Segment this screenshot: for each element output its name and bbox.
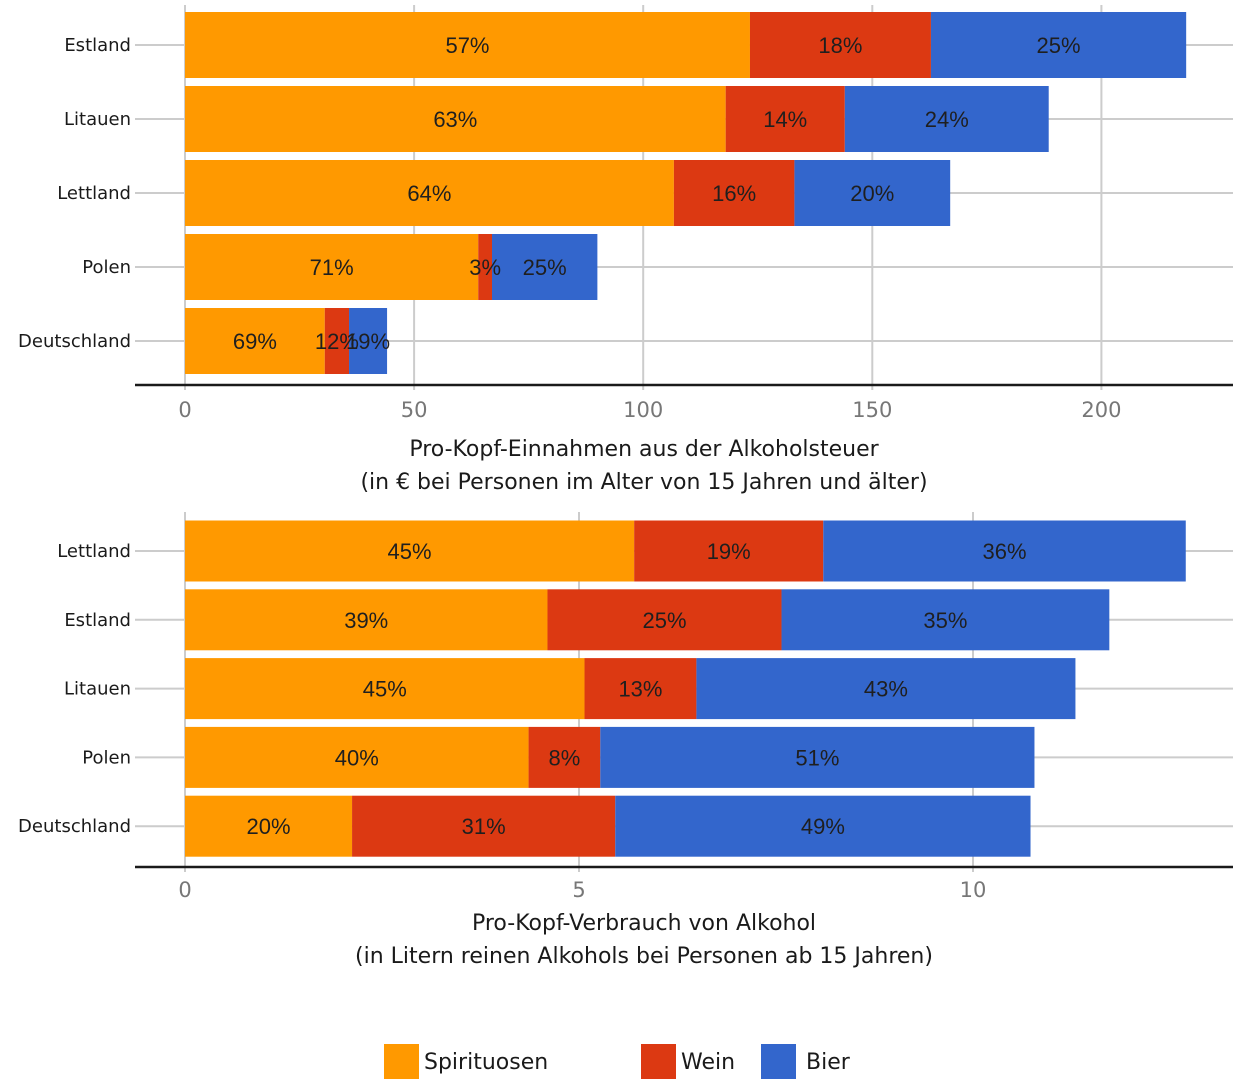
data-label: 25%: [1037, 33, 1081, 58]
chart-alcohol-consumption: 45% 19% 36% Lettland 39% 25% 35% Estland 45% 13% 4…: [18, 512, 1233, 969]
data-label: 8%: [549, 745, 581, 770]
data-label: 45%: [388, 539, 432, 564]
data-label: 12%: [315, 329, 359, 354]
data-label: 20%: [247, 814, 291, 839]
category-label: Deutschland: [18, 816, 131, 837]
data-label: 71%: [310, 255, 354, 280]
data-label: 40%: [335, 745, 379, 770]
legend-swatch-wein: [641, 1044, 676, 1079]
category-label: Estland: [64, 610, 131, 631]
data-label: 24%: [925, 107, 969, 132]
data-label: 19%: [707, 539, 751, 564]
data-label: 51%: [795, 745, 839, 770]
data-label: 14%: [763, 107, 807, 132]
tick-label: 5: [572, 878, 585, 902]
tick-label: 100: [623, 398, 663, 422]
legend-label: Bier: [806, 1050, 851, 1075]
data-label: 35%: [923, 608, 967, 633]
bar-spirituosen-deutschland: [185, 795, 353, 857]
bar-spirituosen-estland: [185, 12, 750, 78]
data-label: 57%: [445, 33, 489, 58]
tick-label: 0: [178, 398, 191, 422]
data-label: 36%: [982, 539, 1026, 564]
bar-bier-deutschland: [615, 795, 1031, 857]
bar-wein-deutschland: [324, 308, 350, 374]
data-label: 69%: [233, 329, 277, 354]
bar-wein-litauen: [725, 86, 845, 152]
data-label: 19%: [346, 329, 390, 354]
bar-spirituosen-estland: [185, 589, 548, 651]
bar-spirituosen-lettland: [185, 160, 674, 226]
tick-label: 0: [178, 878, 191, 902]
legend-swatch-bier: [761, 1044, 796, 1079]
data-label: 20%: [850, 181, 894, 206]
data-label: 43%: [864, 677, 908, 702]
category-label: Polen: [82, 257, 131, 278]
bar-bier-estland: [781, 589, 1110, 651]
x-axis-title: Pro-Kopf-Einnahmen aus der Alkoholsteuer: [409, 437, 879, 462]
tick-label: 10: [960, 878, 987, 902]
bar-bier-polen: [491, 234, 598, 300]
bar-spirituosen-lettland: [185, 520, 635, 582]
data-label: 25%: [642, 608, 686, 633]
bar-wein-estland: [547, 589, 782, 651]
category-label: Deutschland: [18, 331, 131, 352]
data-label: 64%: [407, 181, 451, 206]
data-label: 3%: [469, 255, 501, 280]
data-label: 49%: [801, 814, 845, 839]
x-axis-title: Pro-Kopf-Verbrauch von Alkohol: [472, 911, 816, 936]
data-label: 31%: [462, 814, 506, 839]
tick-label: 150: [852, 398, 892, 422]
bar-wein-lettland: [634, 520, 824, 582]
category-label: Litauen: [64, 679, 131, 700]
legend-swatch-spirituosen: [384, 1044, 419, 1079]
category-label: Lettland: [57, 541, 131, 562]
legend: Spirituosen Wein Bier: [384, 1044, 851, 1079]
data-label: 45%: [363, 677, 407, 702]
data-label: 39%: [344, 608, 388, 633]
bar-bier-litauen: [696, 658, 1076, 720]
bar-bier-litauen: [844, 86, 1049, 152]
bar-wein-lettland: [673, 160, 795, 226]
bar-wein-polen: [528, 726, 601, 788]
data-label: 63%: [433, 107, 477, 132]
x-axis-subtitle: (in Litern reinen Alkohols bei Personen …: [355, 944, 933, 969]
bar-spirituosen-litauen: [185, 658, 585, 720]
bar-wein-estland: [749, 12, 931, 78]
data-label: 16%: [712, 181, 756, 206]
bar-spirituosen-polen: [185, 726, 529, 788]
bar-spirituosen-litauen: [185, 86, 726, 152]
bar-bier-estland: [930, 12, 1187, 78]
bar-bier-lettland: [823, 520, 1186, 582]
bar-wein-deutschland: [352, 795, 616, 857]
bar-bier-lettland: [794, 160, 951, 226]
x-axis-subtitle: (in € bei Personen im Alter von 15 Jahre…: [360, 470, 927, 495]
bar-spirituosen-deutschland: [185, 308, 325, 374]
chart-tax-revenue: 57% 18% 25% Estland 63% 14% 24% Litauen 64% 16% 20…: [18, 5, 1233, 495]
bar-wein-litauen: [584, 658, 697, 720]
category-label: Polen: [82, 747, 131, 768]
legend-label: Spirituosen: [424, 1050, 548, 1075]
bar-spirituosen-polen: [185, 234, 479, 300]
category-label: Lettland: [57, 183, 131, 204]
bar-bier-polen: [600, 726, 1035, 788]
data-label: 18%: [818, 33, 862, 58]
tick-label: 50: [401, 398, 428, 422]
data-label: 13%: [618, 677, 662, 702]
category-label: Litauen: [64, 109, 131, 130]
category-label: Estland: [64, 35, 131, 56]
data-label: 25%: [523, 255, 567, 280]
legend-label: Wein: [681, 1050, 735, 1075]
bar-wein-polen: [478, 234, 492, 300]
tick-label: 200: [1081, 398, 1121, 422]
bar-bier-deutschland: [349, 308, 388, 374]
